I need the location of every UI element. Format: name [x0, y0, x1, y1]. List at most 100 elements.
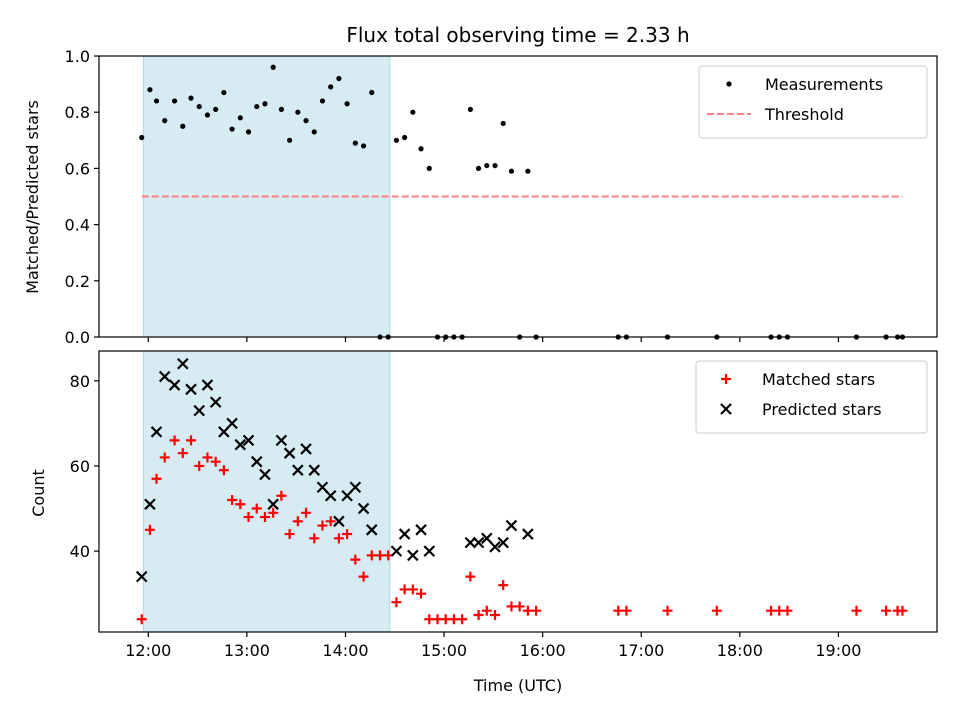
predicted-star-point [283, 447, 296, 459]
matched-star-point [144, 524, 155, 535]
predicted-star-point [259, 468, 271, 481]
measurement-point [369, 89, 375, 96]
predicted-star-point [193, 404, 206, 417]
measurement-point [328, 84, 334, 90]
predicted-star-point [275, 434, 288, 447]
measurement-point [295, 109, 301, 115]
predicted-star-point [324, 489, 337, 502]
measurement-point [278, 106, 284, 112]
predicted-star-point [341, 489, 353, 502]
measurement-point [188, 95, 194, 101]
matched-star-point [881, 605, 892, 616]
matched-star-point [210, 456, 221, 467]
x-tick-label: 17:00 [618, 641, 664, 660]
measurement-point [196, 103, 202, 110]
matched-star-point [711, 605, 722, 616]
measurement-point [475, 165, 482, 171]
matched-star-point [151, 473, 162, 484]
bottom-panel: 40 60 80 12:00 13:00 14:00 15:00 16:00 17:00 18:0… [70, 350, 938, 660]
top-y-tick-label: 0.6 [65, 159, 90, 178]
predicted-star-point [292, 464, 304, 476]
legend-label: Measurements [765, 75, 883, 94]
measurement-point [171, 98, 178, 104]
top-axes-frame [98, 55, 938, 338]
predicted-star-point [218, 426, 230, 438]
top-y-tick-label: 0.4 [65, 216, 90, 235]
matched-star-point [317, 520, 328, 531]
matched-star-point [851, 605, 862, 616]
matched-star-point [531, 605, 542, 616]
measurement-point [213, 106, 219, 112]
predicted-star-point [489, 541, 501, 553]
x-tick-label: 12:00 [125, 641, 171, 660]
predicted-star-point [472, 536, 485, 549]
matched-star-point [202, 452, 213, 463]
measurement-point [139, 134, 145, 141]
predicted-star-point [522, 528, 534, 540]
measurement-point [221, 89, 227, 96]
bottom-y-tick-label: 80 [70, 372, 90, 391]
legend-label: Threshold [764, 105, 844, 124]
predicted-star-point [407, 549, 419, 562]
measurement-point [311, 129, 317, 135]
predicted-star-point [357, 502, 370, 515]
matched-star-point [292, 516, 303, 527]
matched-star-point [169, 435, 180, 446]
matched-star-point [243, 512, 254, 523]
matched-star-point [227, 495, 238, 506]
x-tick-label: 15:00 [421, 641, 467, 660]
matched-star-point [782, 605, 793, 616]
measurement-point [410, 109, 416, 115]
matched-star-point [358, 571, 369, 582]
predicted-star-point [415, 524, 427, 536]
measurement-point [303, 118, 309, 124]
matched-star-point [621, 605, 632, 616]
predicted-star-point [390, 545, 403, 557]
x-tick-label: 13:00 [224, 641, 270, 660]
measurement-point [180, 123, 186, 129]
x-tick-label: 14:00 [322, 641, 368, 660]
predicted-star-point [234, 438, 247, 451]
bottom-axes-frame [98, 350, 938, 633]
bottom-y-axis-label: Count [29, 469, 48, 517]
matched-star-point [194, 460, 205, 471]
matched-star-point [473, 609, 484, 620]
matched-star-point [284, 529, 295, 540]
x-axis-label: Time (UTC) [473, 676, 562, 695]
matched-star-point [514, 601, 525, 612]
matched-star-point [391, 597, 402, 608]
predicted-star-point [201, 379, 214, 391]
measurement-point [467, 106, 473, 112]
matched-star-point [897, 605, 908, 616]
measurement-point [153, 98, 160, 104]
predicted-star-point [505, 519, 518, 532]
measurement-point [237, 115, 243, 121]
matched-star-point [350, 554, 361, 565]
matched-star-point [498, 580, 509, 591]
top-y-tick-label: 0.8 [65, 103, 90, 122]
matched-star-point [309, 533, 320, 544]
predicted-star-point [481, 532, 493, 545]
predicted-star-point [365, 524, 378, 536]
matched-star-point [235, 499, 246, 510]
matched-star-point [489, 609, 500, 620]
predicted-star-point [497, 536, 509, 549]
measurement-point [360, 143, 367, 149]
measurement-point [336, 75, 342, 82]
measurement-point [492, 162, 498, 169]
predicted-star-point [242, 434, 255, 447]
matched-star-point [276, 490, 287, 501]
predicted-star-point [144, 498, 156, 511]
measurement-point [344, 101, 350, 107]
matched-star-point [251, 503, 262, 514]
matched-star-point [159, 452, 170, 463]
predicted-star-point [423, 545, 436, 557]
x-tick-label: 16:00 [520, 641, 566, 660]
matched-star-point [325, 516, 336, 527]
measurement-point [270, 64, 276, 70]
predicted-star-point [209, 396, 222, 408]
matched-star-point [416, 588, 427, 599]
bottom-shaded-interval [142, 350, 391, 633]
